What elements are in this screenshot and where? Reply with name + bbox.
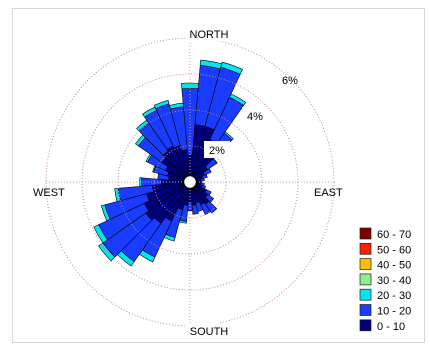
legend-label-2: 40 - 50 [377, 260, 411, 272]
legend-label-4: 20 - 30 [377, 290, 411, 302]
west-label: WEST [33, 187, 65, 199]
sector-350-bin-2 [169, 102, 184, 110]
sector-20-bin-2 [220, 61, 243, 75]
sector-60-bin-1 [202, 168, 212, 176]
legend-label-3: 30 - 40 [377, 275, 411, 287]
ring-label-4-bg [242, 107, 268, 124]
legend-swatch-0 [359, 227, 372, 240]
sector-150-bin-1 [200, 202, 212, 216]
legend-swatch-5 [359, 304, 372, 316]
legend-swatch-3 [359, 273, 372, 286]
sector-50-bin-2 [212, 158, 218, 164]
sector-70-bin-1 [201, 173, 208, 180]
sector-80-bin-1 [200, 177, 205, 182]
south-label-bg [185, 323, 233, 338]
ring-label-4: 4% [247, 111, 263, 123]
sector-230-bin-2 [98, 242, 116, 262]
north-label: NORTH [190, 29, 229, 41]
sector-340-bin-2 [153, 99, 170, 109]
legend-swatch-1 [359, 242, 372, 255]
sector-140-bin-1 [205, 200, 218, 214]
north-label-bg [185, 26, 233, 41]
ring-label-6: 6% [282, 75, 298, 87]
calm-circle [182, 174, 198, 190]
legend-swatch-2 [359, 258, 372, 270]
compass-labels: NORTH EAST SOUTH WEST [33, 26, 343, 338]
legend-label-5: 10 - 20 [377, 306, 411, 318]
sector-group [93, 59, 247, 267]
ring-label-2-bg [204, 141, 230, 158]
south-label: SOUTH [190, 326, 229, 338]
sector-240-bin-2 [93, 224, 108, 244]
sector-270-bin-2 [139, 177, 142, 187]
legend-label-6: 0 - 10 [377, 321, 405, 333]
legend-swatch-6 [359, 319, 372, 332]
legend: 60 - 70 50 - 60 40 - 50 30 - 40 20 - 30 10 - … [359, 227, 411, 333]
ring-label-2: 2% [209, 145, 225, 157]
legend-label-0: 60 - 70 [377, 229, 411, 241]
ring-labels: 2% 4% 6% [204, 75, 298, 158]
sector-40-bin-2 [223, 131, 234, 141]
legend-swatch-4 [359, 288, 372, 301]
sector-250-bin-2 [100, 204, 111, 222]
east-label: EAST [314, 187, 343, 199]
legend-label-1: 50 - 60 [377, 244, 411, 256]
sector-30-bin-2 [229, 93, 247, 106]
sector-260-bin-2 [114, 187, 121, 202]
sector-170-bin-1 [191, 204, 199, 215]
